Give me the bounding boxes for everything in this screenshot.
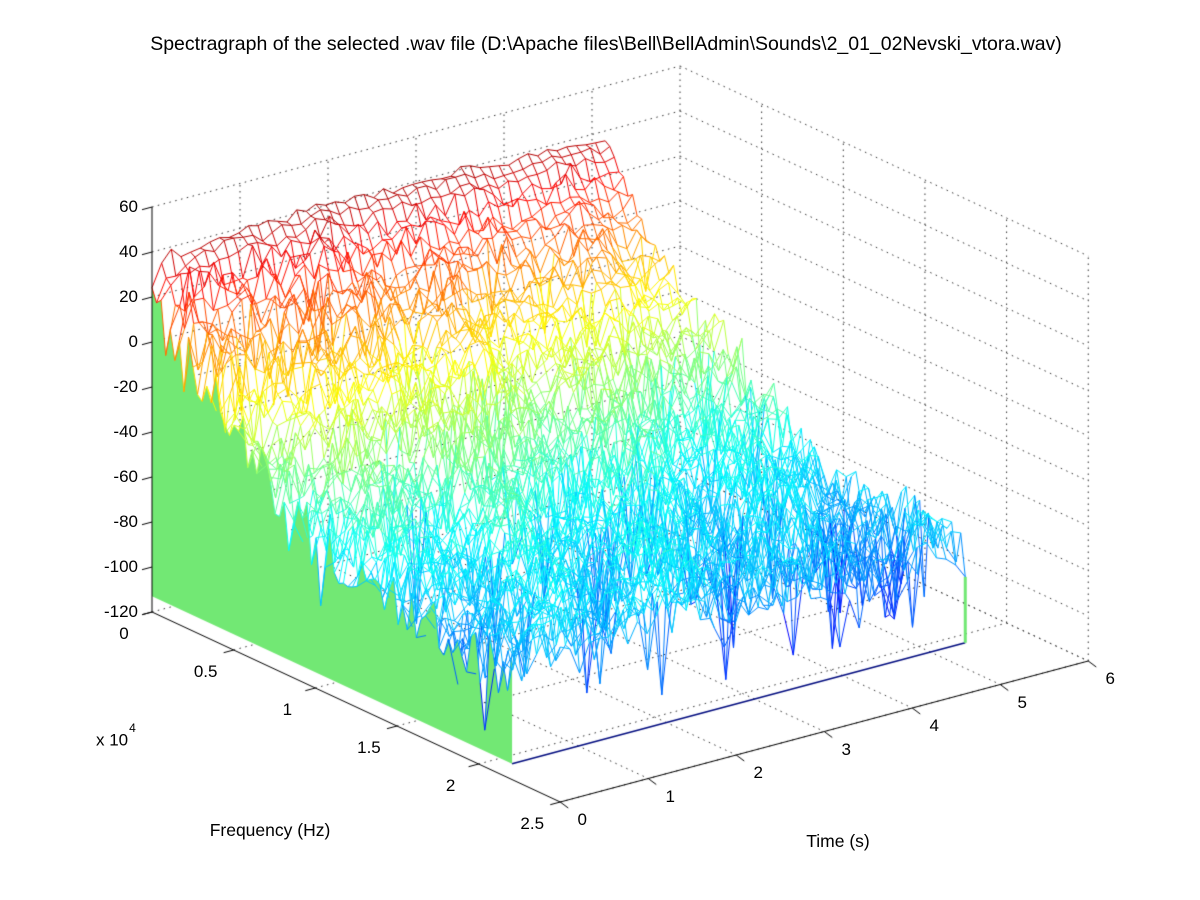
matlab-figure-window: Spectragraph of the selected .wav file (…	[0, 0, 1200, 900]
spectrogram-3d-plot	[0, 0, 1200, 900]
